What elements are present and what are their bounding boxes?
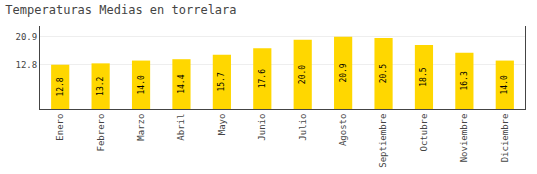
svg-text:Agosto: Agosto [338, 114, 348, 147]
svg-text:12.8: 12.8 [16, 60, 38, 70]
svg-text:14.0: 14.0 [500, 75, 509, 94]
svg-text:Enero: Enero [55, 114, 65, 141]
svg-text:Temperaturas Medias en torrela: Temperaturas Medias en torrelara [5, 3, 236, 17]
svg-text:13.2: 13.2 [96, 76, 105, 95]
svg-text:Diciembre: Diciembre [500, 114, 510, 163]
svg-text:20.9: 20.9 [16, 32, 38, 42]
svg-text:Septiembre: Septiembre [378, 114, 388, 168]
svg-text:Noviembre: Noviembre [459, 114, 469, 163]
svg-text:Julio: Julio [298, 114, 308, 141]
svg-text:20.0: 20.0 [298, 65, 307, 84]
svg-text:Octubre: Octubre [419, 114, 429, 152]
svg-text:12.8: 12.8 [56, 77, 65, 96]
svg-text:20.5: 20.5 [379, 64, 388, 83]
svg-text:17.6: 17.6 [258, 69, 267, 88]
svg-text:14.0: 14.0 [137, 75, 146, 94]
svg-text:Junio: Junio [257, 114, 267, 141]
svg-text:14.4: 14.4 [177, 74, 186, 93]
svg-text:18.5: 18.5 [419, 67, 428, 86]
svg-text:Mayo: Mayo [217, 114, 227, 136]
svg-text:Febrero: Febrero [96, 114, 106, 152]
svg-text:Marzo: Marzo [136, 114, 146, 141]
svg-text:Abril: Abril [176, 114, 186, 141]
svg-text:20.9: 20.9 [339, 63, 348, 82]
svg-text:16.3: 16.3 [460, 71, 469, 90]
svg-text:15.7: 15.7 [217, 72, 226, 91]
